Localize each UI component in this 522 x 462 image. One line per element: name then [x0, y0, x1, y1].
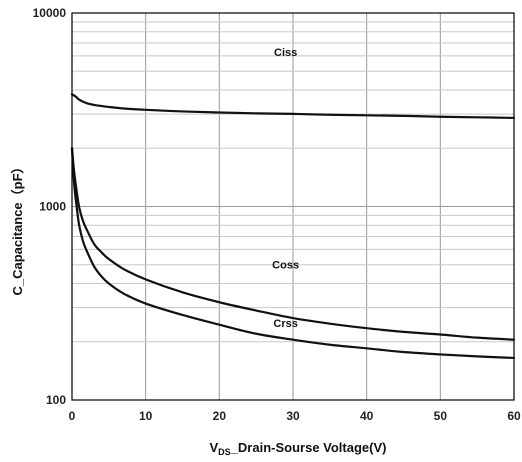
x-tick-label: 10: [139, 409, 153, 423]
x-tick-labels: 0 10 20 30 40 50 60: [69, 409, 521, 423]
y-tick-label: 10000: [33, 6, 67, 20]
annotation-crss: Crss: [273, 318, 297, 330]
curves: [70, 93, 516, 360]
series-annotations: Ciss Coss Crss: [272, 47, 299, 330]
x-tick-label: 30: [286, 409, 300, 423]
y-axis-title: C_Capacitance（pF）: [10, 160, 25, 295]
y-tick-label: 1000: [39, 200, 66, 214]
y-tick-labels: 100 1000 10000: [33, 6, 67, 407]
series-line-coss: [70, 147, 516, 341]
annotation-coss: Coss: [272, 260, 299, 272]
y-tick-label: 100: [46, 393, 66, 407]
x-axis-title: VDS_Drain-Sourse Voltage(V): [210, 440, 387, 457]
x-axis-title-suffix: _Drain-Sourse Voltage(V): [230, 440, 387, 455]
annotation-ciss: Ciss: [274, 47, 297, 59]
x-tick-label: 0: [69, 409, 76, 423]
grid: [72, 13, 514, 400]
x-tick-label: 20: [213, 409, 227, 423]
series-line-crss: [70, 147, 516, 360]
series-line-ciss: [70, 93, 516, 119]
x-tick-label: 60: [507, 409, 521, 423]
x-tick-label: 50: [434, 409, 448, 423]
x-axis-title-subscript: DS: [218, 447, 231, 457]
plot-area-frame: [71, 12, 515, 401]
x-axis-title-prefix: V: [210, 440, 219, 455]
x-tick-label: 40: [360, 409, 374, 423]
